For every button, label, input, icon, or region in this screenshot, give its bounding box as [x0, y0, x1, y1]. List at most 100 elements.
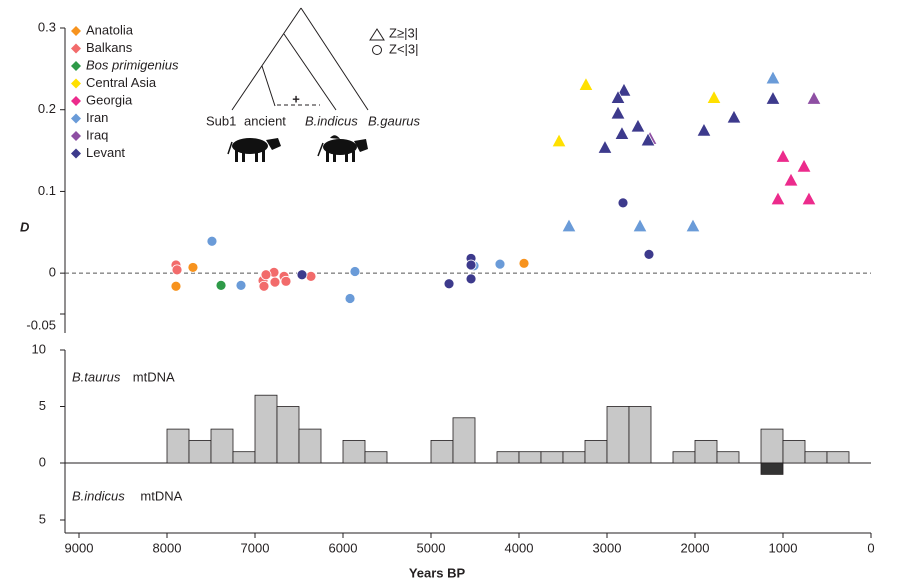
circle-point	[305, 271, 317, 282]
y-tick-label: 0.3	[38, 19, 56, 34]
triangle-point	[630, 118, 646, 133]
tree-label: ancient	[244, 113, 286, 128]
histogram-bar	[760, 462, 784, 475]
histogram-bar	[584, 439, 608, 464]
legend-marker	[71, 131, 81, 141]
triangle-point	[765, 70, 781, 85]
circle-point	[269, 276, 281, 288]
triangle-point	[597, 139, 613, 154]
triangle-point	[775, 148, 791, 163]
triangle-point	[685, 217, 701, 233]
tree-label: B.indicus	[305, 113, 358, 128]
circle-point	[206, 235, 218, 247]
x-tick-label: 1000	[769, 540, 798, 555]
triangle-point	[610, 105, 626, 120]
triangle-key	[369, 28, 385, 41]
legend-label: Levant	[86, 145, 125, 160]
triangle-point	[614, 125, 630, 140]
legend-label: Anatolia	[86, 22, 134, 37]
x-axis-label: Years BP	[409, 565, 466, 580]
legend-marker	[71, 43, 81, 54]
histogram-bar	[716, 451, 740, 464]
legend-label: Bos primigenius	[86, 57, 179, 72]
x-tick-label: 3000	[593, 540, 622, 555]
x-tick-label: 6000	[329, 540, 358, 555]
x-tick-label: 5000	[417, 540, 446, 555]
histogram-bar	[166, 428, 190, 464]
legend-label: Central Asia	[86, 75, 157, 90]
series-label: B.indicus	[72, 488, 125, 503]
triangle-point	[765, 90, 781, 105]
x-tick-label: 9000	[65, 540, 94, 555]
circle-point	[280, 275, 292, 287]
triangle-point	[801, 190, 817, 206]
legend-label: Iraq	[86, 127, 108, 142]
circle-point	[465, 273, 477, 285]
triangle-point	[783, 172, 799, 187]
circle-point	[258, 280, 270, 292]
y2-tick-label: 5	[39, 511, 46, 526]
legend-label: Balkans	[86, 40, 133, 55]
histogram-bar	[518, 451, 542, 464]
circle-point	[170, 280, 182, 292]
circle-point	[215, 279, 227, 291]
circle-point	[643, 248, 655, 260]
circle-key	[372, 45, 382, 55]
triangle-point	[806, 90, 822, 105]
circle-point	[235, 279, 247, 291]
circle-point	[296, 269, 308, 281]
legend-marker	[71, 148, 81, 159]
series-unit: mtDNA	[140, 488, 182, 503]
y-tick-label: 10	[32, 341, 46, 356]
z-legend-label: Z≥|3|	[389, 25, 418, 40]
z-legend-label: Z<|3|	[389, 41, 419, 56]
circle-point	[443, 278, 455, 290]
histogram-bar	[540, 451, 564, 464]
series-unit: mtDNA	[133, 369, 175, 384]
histogram-bar	[782, 439, 806, 464]
circle-point	[494, 258, 506, 270]
triangle-point	[770, 190, 786, 206]
triangle-point	[632, 217, 648, 233]
histogram-bar	[364, 451, 388, 464]
histogram-bar	[298, 428, 322, 464]
x-tick-label: 4000	[505, 540, 534, 555]
tree-inset: + Sub1 ancient B.indicus B.gaurus	[206, 7, 421, 162]
tree-label: B.gaurus	[368, 113, 421, 128]
y-tick-label: 0	[39, 454, 46, 469]
series-label: B.taurus	[72, 369, 121, 384]
histogram-bar	[430, 439, 454, 464]
tree-plus: +	[292, 91, 300, 106]
x-tick-label: 2000	[681, 540, 710, 555]
histogram-bar	[254, 394, 278, 464]
legend-marker	[71, 78, 81, 89]
triangle-point	[578, 76, 594, 91]
z-legend: Z≥|3| Z<|3|	[369, 25, 419, 56]
triangle-point	[696, 122, 712, 137]
histogram-bar	[232, 451, 256, 464]
histogram-bar	[452, 417, 476, 464]
histogram-bar	[826, 451, 850, 464]
histogram-bar	[562, 451, 586, 464]
y-tick-label: 0	[49, 265, 56, 280]
triangle-point	[796, 158, 812, 173]
triangle-point	[640, 132, 656, 147]
circle-point	[260, 269, 272, 281]
histogram-bar	[606, 406, 630, 464]
x-tick-label: 0	[867, 540, 874, 555]
histogram-bar	[496, 451, 520, 464]
triangle-point	[551, 132, 567, 148]
circle-point	[187, 262, 199, 273]
circle-point	[344, 293, 356, 304]
circle-point	[465, 259, 477, 271]
histogram-bar	[276, 406, 300, 464]
cow-icon	[227, 138, 281, 162]
x-tick-label: 8000	[153, 540, 182, 555]
histogram-bar	[804, 451, 828, 464]
legend-marker	[71, 96, 81, 106]
legend-label: Georgia	[86, 92, 133, 107]
histogram-bar	[188, 439, 212, 464]
tree-label: Sub1	[206, 113, 236, 128]
histogram-bar	[628, 406, 652, 464]
circle-point	[171, 264, 183, 276]
